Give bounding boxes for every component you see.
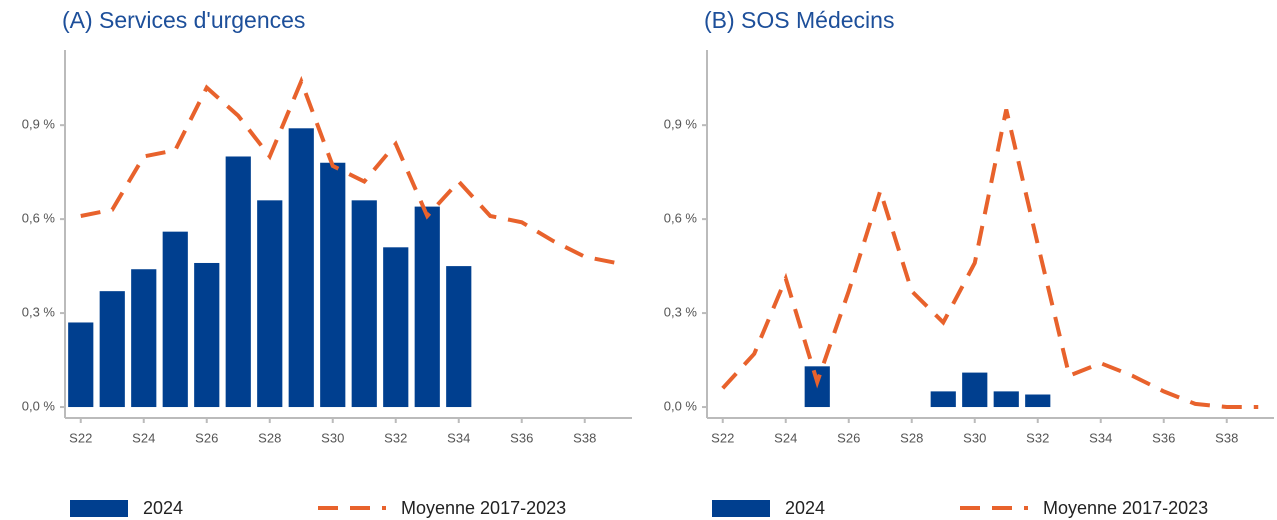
y-tick-label: 0,6 % xyxy=(664,211,698,226)
line xyxy=(721,109,1259,410)
x-tick-label: S24 xyxy=(132,430,155,445)
bar xyxy=(993,391,1019,408)
legend-swatch xyxy=(712,500,770,517)
x-tick-label: S22 xyxy=(69,430,92,445)
bar xyxy=(351,200,377,408)
x-tick-label: S30 xyxy=(321,430,344,445)
x-tick-label: S22 xyxy=(711,430,734,445)
x-tick-label: S34 xyxy=(447,430,470,445)
x-tick-label: S36 xyxy=(510,430,533,445)
bar xyxy=(225,156,251,408)
bar xyxy=(288,128,314,408)
chart-title: (B) SOS Médecins xyxy=(704,7,894,33)
x-tick-label: S38 xyxy=(573,430,596,445)
y-tick-label: 0,9 % xyxy=(664,117,698,132)
bar xyxy=(446,266,472,408)
bar xyxy=(930,391,956,408)
line xyxy=(80,75,617,265)
legend-label: 2024 xyxy=(785,498,825,518)
x-tick-label: S38 xyxy=(1215,430,1238,445)
bar xyxy=(162,231,188,408)
x-tick-label: S24 xyxy=(774,430,797,445)
chart-title: (A) Services d'urgences xyxy=(62,7,305,33)
bar xyxy=(962,372,988,408)
x-tick-label: S36 xyxy=(1152,430,1175,445)
bar xyxy=(414,206,440,408)
legend-label: Moyenne 2017-2023 xyxy=(401,498,566,518)
bar xyxy=(320,162,346,408)
y-tick-label: 0,3 % xyxy=(664,305,698,320)
x-tick-label: S26 xyxy=(837,430,860,445)
y-tick-label: 0,0 % xyxy=(22,398,56,413)
legend-swatch xyxy=(70,500,128,517)
y-tick-label: 0,9 % xyxy=(22,117,56,132)
y-tick-label: 0,3 % xyxy=(22,305,56,320)
x-tick-label: S34 xyxy=(1089,430,1112,445)
bar xyxy=(257,200,283,408)
x-tick-label: S30 xyxy=(963,430,986,445)
legend-label: 2024 xyxy=(143,498,183,518)
x-tick-label: S28 xyxy=(900,430,923,445)
legend-label: Moyenne 2017-2023 xyxy=(1043,498,1208,518)
x-tick-label: S32 xyxy=(1026,430,1049,445)
bar xyxy=(194,262,220,408)
bar xyxy=(68,322,94,408)
bar xyxy=(131,269,157,408)
bar xyxy=(1025,394,1051,408)
x-tick-label: S26 xyxy=(195,430,218,445)
y-tick-label: 0,6 % xyxy=(22,211,56,226)
x-tick-label: S32 xyxy=(384,430,407,445)
y-tick-label: 0,0 % xyxy=(664,398,698,413)
bar xyxy=(383,247,409,408)
bar xyxy=(99,291,125,408)
x-tick-label: S28 xyxy=(258,430,281,445)
